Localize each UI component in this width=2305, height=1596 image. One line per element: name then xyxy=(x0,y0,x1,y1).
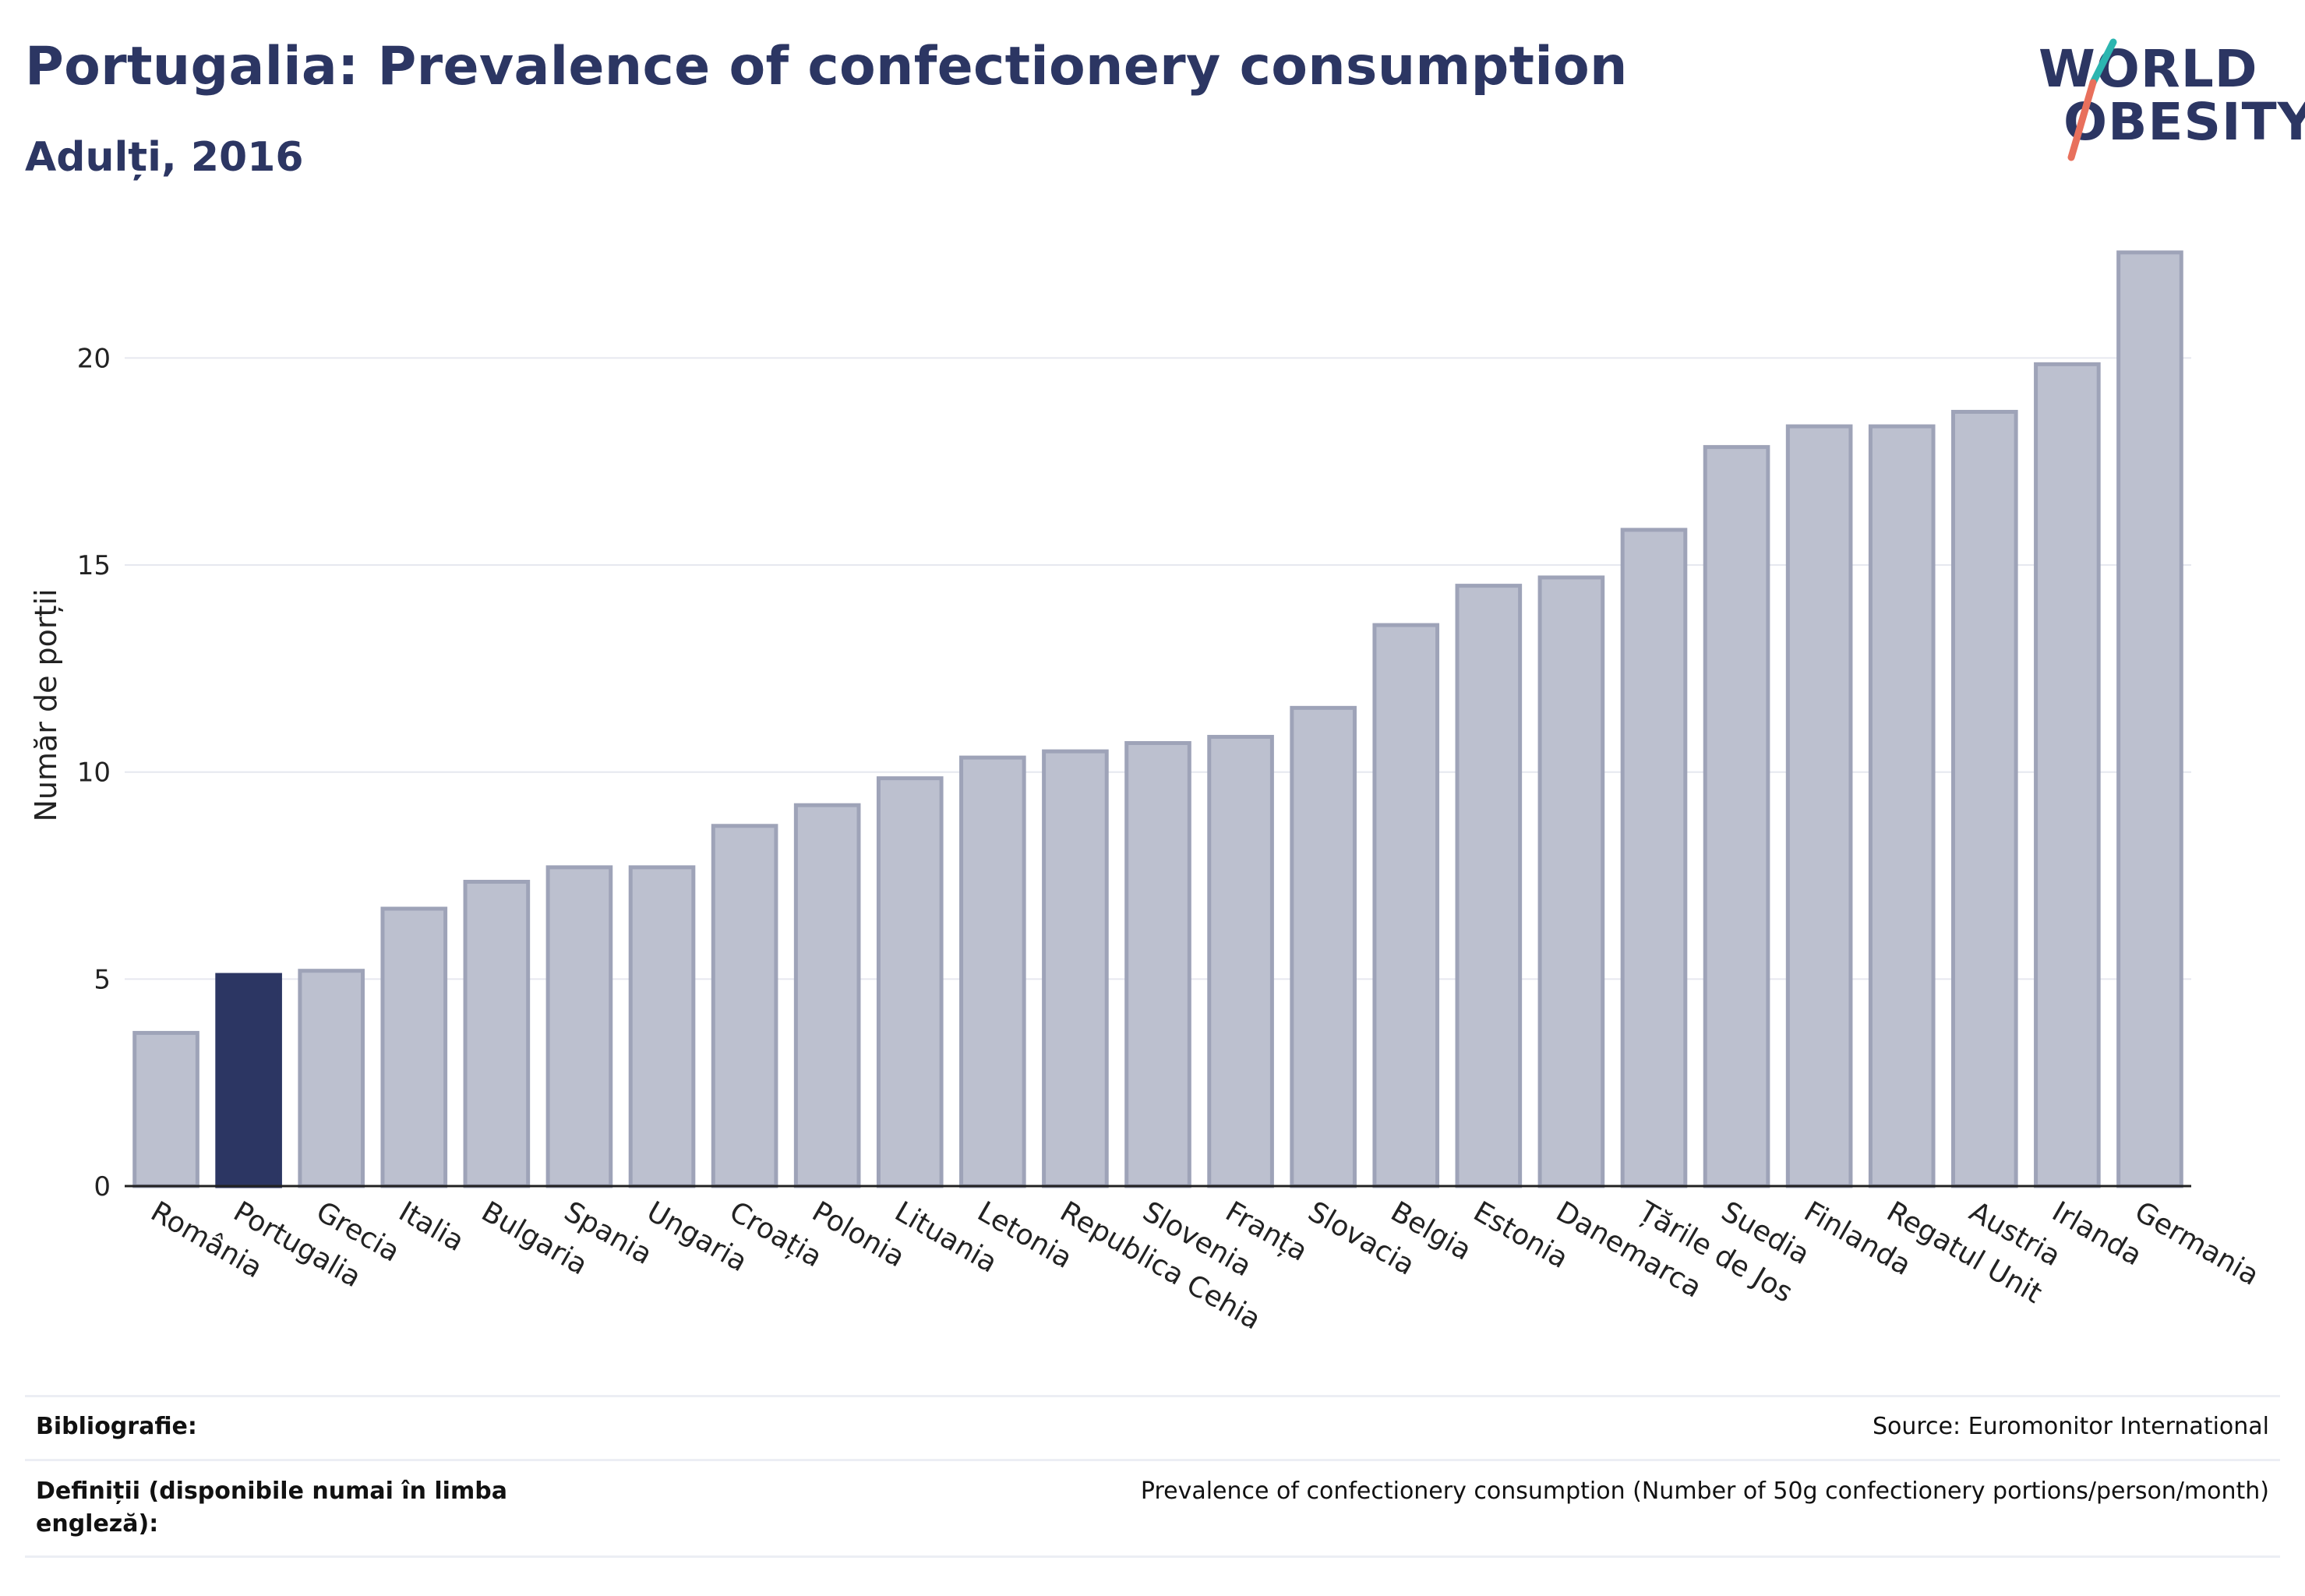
world-obesity-logo[interactable]: WORLD OBESITY xyxy=(2026,31,2305,171)
bibliography-label: Bibliografie: xyxy=(36,1413,197,1440)
bar-25[interactable] xyxy=(2116,250,2183,1188)
chart-subtitle: Adulți, 2016 xyxy=(25,134,304,181)
chart-title: Portugalia: Prevalence of confectionery … xyxy=(25,36,1628,97)
bar-13[interactable] xyxy=(1124,741,1191,1188)
logo-line-1: WORLD xyxy=(2038,39,2258,99)
x-category-label: Estonia xyxy=(1468,1195,1573,1275)
logo-line-2: OBESITY xyxy=(2063,92,2305,152)
bar-20[interactable] xyxy=(1703,445,1770,1188)
bar-3[interactable] xyxy=(298,969,365,1188)
bar-17[interactable] xyxy=(1455,584,1523,1188)
bar-9[interactable] xyxy=(793,803,861,1188)
footer-divider-middle xyxy=(25,1459,2280,1461)
bar-11[interactable] xyxy=(959,755,1026,1188)
y-tick-label: 20 xyxy=(77,343,111,374)
bar-21[interactable] xyxy=(1785,424,1853,1188)
bar-10[interactable] xyxy=(876,776,944,1188)
x-category-label: Irlanda xyxy=(2046,1195,2147,1272)
bar-2[interactable] xyxy=(215,973,282,1188)
bar-19[interactable] xyxy=(1620,528,1688,1188)
bar-4[interactable] xyxy=(380,906,448,1188)
bar-22[interactable] xyxy=(1868,424,1936,1188)
bar-8[interactable] xyxy=(711,824,778,1188)
y-tick-label: 5 xyxy=(94,964,111,995)
bar-14[interactable] xyxy=(1207,735,1274,1188)
x-category-label: Italia xyxy=(394,1195,469,1258)
bar-1[interactable] xyxy=(132,1030,199,1188)
footer-divider-top xyxy=(25,1395,2280,1397)
y-tick-label: 10 xyxy=(77,757,111,789)
y-tick-label: 15 xyxy=(77,550,111,581)
bibliography-row: Bibliografie: Source: Euromonitor Intern… xyxy=(25,1411,2280,1457)
y-tick-label: 0 xyxy=(94,1171,111,1202)
bar-12[interactable] xyxy=(1042,749,1109,1188)
footer-divider-bottom xyxy=(25,1555,2280,1558)
bar-7[interactable] xyxy=(628,865,696,1188)
bars xyxy=(132,250,2183,1188)
bar-16[interactable] xyxy=(1372,623,1440,1188)
bar-15[interactable] xyxy=(1290,705,1357,1188)
x-category-label: Germania xyxy=(2129,1195,2264,1292)
definitions-row: Definiții (disponibile numai în limba en… xyxy=(25,1475,2280,1545)
bar-18[interactable] xyxy=(1537,575,1605,1188)
x-category-label: Polonia xyxy=(807,1195,910,1273)
bar-5[interactable] xyxy=(463,879,531,1188)
logo-slash-icon xyxy=(2067,38,2117,161)
definitions-label: Definiții (disponibile numai în limba en… xyxy=(36,1478,507,1538)
bar-24[interactable] xyxy=(2034,362,2101,1188)
y-axis-ticks: 0 5 10 15 20 xyxy=(77,343,111,1202)
bar-23[interactable] xyxy=(1950,409,2018,1188)
y-axis-label: Număr de porții xyxy=(29,588,63,821)
bar-6[interactable] xyxy=(545,865,613,1188)
definitions-text: Prevalence of confectionery consumption … xyxy=(1140,1478,2269,1505)
bibliography-source: Source: Euromonitor International xyxy=(1872,1413,2269,1440)
